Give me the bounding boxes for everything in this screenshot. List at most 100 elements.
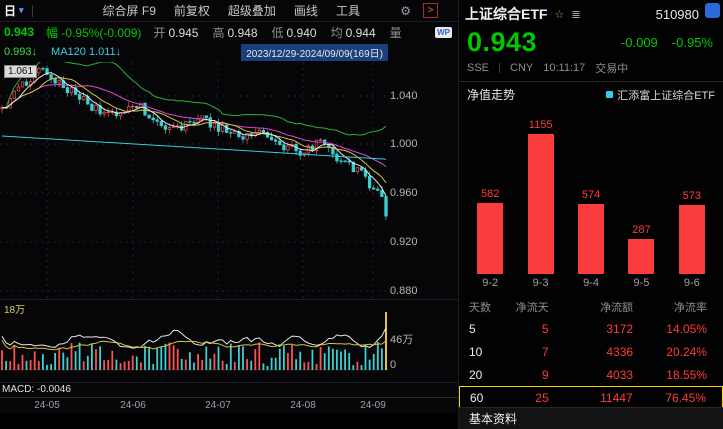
date-range-label: 2023/12/29-2024/09/09(169日) xyxy=(241,44,388,61)
flow-bar-value: 287 xyxy=(632,224,651,236)
net-flow-dates: 9-2 9-3 9-4 9-5 9-6 xyxy=(459,274,723,292)
flow-table-row-20[interactable]: 20 9 4033 18.55% xyxy=(459,363,723,386)
flow-bar-date: 9-5 xyxy=(633,277,650,289)
flow-bar xyxy=(628,239,655,274)
amplitude-value: -0.95%(-0.009) xyxy=(61,25,142,40)
toolbar-item[interactable]: 超级叠加 xyxy=(227,4,276,18)
ma120-value: MA120 1.011↓ xyxy=(51,46,122,58)
volume-canvas[interactable] xyxy=(0,300,388,383)
quote-bar: 0.943 幅 -0.95%(-0.009) 开 0.945 高 0.948 低 0.94… xyxy=(0,22,458,42)
flow-bar-value: 1155 xyxy=(528,119,553,131)
panel-price-row: 0.943 -0.009 -0.95% xyxy=(459,26,723,58)
ma60-value: 0.993↓ xyxy=(4,46,38,58)
flow-table-cell: 14.05% xyxy=(666,321,707,336)
flow-table-row-10[interactable]: 10 7 4336 20.24% xyxy=(459,340,723,363)
bottom-strip xyxy=(0,413,458,429)
chart-panel: 日 ▾ 综合屏 F9 前复权 超级叠加 画线 工具 ⚙ > 0.943 幅 -0.95%… xyxy=(0,0,458,429)
star-icon[interactable]: ☆ xyxy=(554,8,565,21)
flow-bar-column: 573 xyxy=(667,190,717,274)
flow-bar xyxy=(477,203,504,274)
last-price: 0.943 xyxy=(4,25,35,39)
panel-last-price: 0.943 xyxy=(467,27,538,57)
change-amplitude: 幅 -0.95%(-0.009) xyxy=(46,24,141,41)
flow-bar xyxy=(527,134,554,274)
flow-bar-column: 582 xyxy=(465,188,515,274)
flow-table-header-cell: 净流额 xyxy=(600,302,634,314)
flow-table-cell: 3172 xyxy=(606,321,634,336)
flow-table-cell: 10 xyxy=(469,344,483,359)
quote-field: 开 0.945 xyxy=(153,25,199,40)
toolbar-menu: 综合屏 F9 前复权 超级叠加 画线 工具 xyxy=(103,2,360,19)
flow-bar xyxy=(678,205,705,274)
flow-table-cell: 76.45% xyxy=(665,390,706,405)
section-header: 净值走势 汇添富上证综合ETF xyxy=(459,82,723,104)
tab-basic-info[interactable]: 基本资料 xyxy=(459,407,723,429)
flow-table-cell: 4336 xyxy=(606,344,634,359)
flow-table-header: 天数 净流天 净流额 净流率 xyxy=(459,297,723,317)
time-axis: 24-05 24-06 24-07 24-08 24-09 xyxy=(0,397,458,413)
footer-tab-label: 基本资料 xyxy=(469,412,518,426)
flow-table-cell: 4033 xyxy=(606,367,634,382)
flow-table-cell: 9 xyxy=(541,367,549,382)
quote-panel-header: 上证综合ETF ☆ ≣ 510980 xyxy=(459,0,723,26)
volume-pane[interactable]: 18万 46万 0 xyxy=(0,300,458,383)
instrument-name: 上证综合ETF xyxy=(465,6,548,22)
flow-bar-value: 574 xyxy=(581,189,601,201)
candlestick-chart[interactable]: 1.061 1.040 1.000 0.960 0.920 0.880 xyxy=(0,58,458,300)
period-selector[interactable]: 日 ▾ xyxy=(4,2,24,19)
info-divider xyxy=(499,63,501,73)
flow-table-cell: 60 xyxy=(470,390,484,405)
flow-table-header-cell: 净流率 xyxy=(673,302,707,314)
flow-bar-date: 9-6 xyxy=(683,277,700,289)
wp-badge[interactable]: WP xyxy=(435,26,452,38)
list-icon[interactable]: ≣ xyxy=(571,8,581,21)
price-axis: 1.040 1.000 0.960 0.920 0.880 xyxy=(390,62,456,299)
fund-name: 汇添富上证综合ETF xyxy=(617,89,715,102)
chart-toolbar: 日 ▾ 综合屏 F9 前复权 超级叠加 画线 工具 ⚙ > xyxy=(0,0,458,22)
expand-button[interactable]: > xyxy=(423,3,438,18)
volume-axis-mid-label: 46万 xyxy=(390,334,414,346)
time-axis-label: 24-06 xyxy=(120,400,146,411)
legend-dot-icon xyxy=(606,91,614,98)
instrument-code: 510980 xyxy=(655,6,699,22)
quote-field: 高 0.948 xyxy=(212,25,258,40)
flow-bar-column: 287 xyxy=(616,224,666,274)
quote-field: 均 0.944 xyxy=(330,25,376,40)
flow-table-cell: 18.55% xyxy=(666,367,707,382)
time-axis-label: 24-07 xyxy=(205,400,231,411)
ma-indicator-bar: 0.993↓ MA120 1.011↓ 2023/12/29-2024/09/0… xyxy=(0,42,458,62)
price-axis-label: 1.000 xyxy=(390,138,418,150)
market-status: 交易中 xyxy=(595,63,629,75)
quote-field: 低 0.940 xyxy=(271,25,317,40)
period-high-label: 1.061 xyxy=(4,65,38,78)
volume-max-label: 18万 xyxy=(4,305,26,316)
toolbar-item[interactable]: 前复权 xyxy=(173,4,210,18)
ohlc-fields: 开 0.945 高 0.948 低 0.940 均 0.944 量 xyxy=(153,24,404,41)
price-axis-label: 0.920 xyxy=(390,236,418,248)
flow-table-header-cell: 净流天 xyxy=(515,302,549,314)
time-axis-label: 24-05 xyxy=(34,400,60,411)
toolbar-divider xyxy=(31,4,33,17)
app-shortcut-icon[interactable] xyxy=(705,3,720,18)
toolbar-item[interactable]: 工具 xyxy=(335,4,360,18)
price-change: -0.009 xyxy=(620,35,658,50)
section-title-nav-trend: 净值走势 xyxy=(467,88,516,102)
time-axis-label: 24-09 xyxy=(360,400,386,411)
flow-table-header-cell: 天数 xyxy=(469,302,491,314)
flow-table-cell: 20.24% xyxy=(666,344,707,359)
flow-table-row-5[interactable]: 5 5 3172 14.05% xyxy=(459,317,723,340)
flow-bar-value: 582 xyxy=(481,188,500,200)
toolbar-item[interactable]: 画线 xyxy=(293,4,318,18)
exchange-label: SSE xyxy=(467,62,490,74)
period-label: 日 xyxy=(4,4,17,18)
flow-bar-date: 9-2 xyxy=(482,277,499,289)
flow-table-row-60[interactable]: 60 25 11447 76.45% xyxy=(459,386,723,409)
toolbar-item[interactable]: 综合屏 F9 xyxy=(102,4,156,18)
gear-icon[interactable]: ⚙ xyxy=(400,3,411,18)
quote-time: 10:11:17 xyxy=(543,62,586,74)
macd-value: MACD: -0.0046 xyxy=(2,384,71,395)
candlestick-canvas[interactable] xyxy=(0,58,388,300)
flow-bar-value: 573 xyxy=(682,190,701,202)
net-flow-table: 天数 净流天 净流额 净流率 5 5 3172 14.05% 10 7 4336 20.24% 20 9 4… xyxy=(459,297,723,409)
